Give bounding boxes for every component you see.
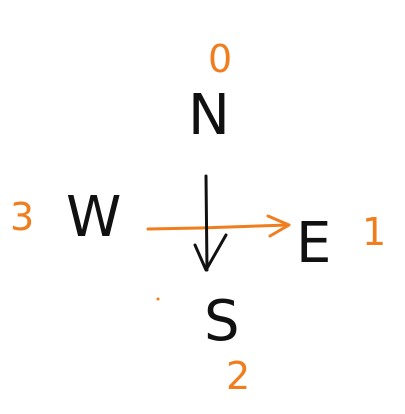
north-letter: N <box>188 83 230 148</box>
north-index: 0 <box>208 37 232 81</box>
stray-dot <box>156 297 160 301</box>
east-letter: E <box>296 211 331 276</box>
south-letter: S <box>204 289 240 354</box>
down-arrow-shaft <box>204 174 209 272</box>
west-letter: W <box>66 185 121 250</box>
right-arrow-head <box>266 214 291 238</box>
down-arrow <box>193 174 228 272</box>
right-arrow-shaft <box>146 223 290 231</box>
down-arrow-head <box>193 233 228 272</box>
south-index: 2 <box>226 354 250 398</box>
right-arrow <box>146 214 291 238</box>
west-index: 3 <box>10 195 34 239</box>
east-index: 1 <box>362 210 386 254</box>
